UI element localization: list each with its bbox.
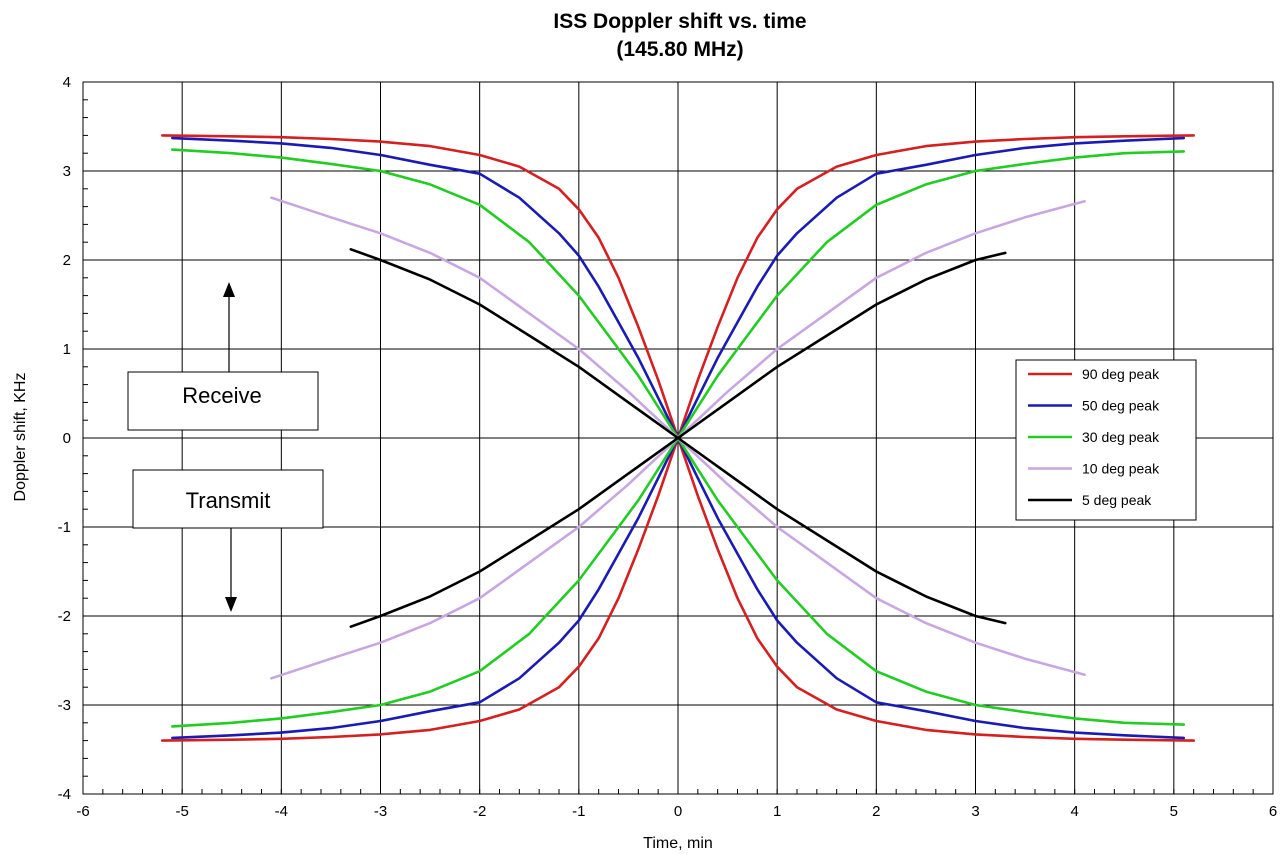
receive-label: Receive [182, 383, 261, 408]
x-tick-label: 6 [1269, 803, 1277, 820]
y-tick-label: 3 [63, 163, 71, 180]
receive-annotation: Receive [127, 282, 319, 431]
x-tick-label: -5 [175, 803, 188, 820]
chart-subtitle: (145.80 MHz) [616, 38, 743, 61]
tick-labels: -6 -5 -4 -3 -2 -1 0 1 2 3 4 5 6 -4 -3 -2 -1 0 1 2 3 4 [58, 74, 1278, 820]
x-tick-label: -4 [275, 803, 288, 820]
x-tick-label: 4 [1070, 803, 1078, 820]
transmit-label: Transmit [186, 488, 271, 513]
x-tick-label: -1 [572, 803, 585, 820]
legend-box [1015, 359, 1197, 521]
y-tick-label: -2 [58, 608, 71, 625]
y-tick-label: 4 [63, 74, 71, 91]
legend-label-30-deg-peak: 30 deg peak [1082, 429, 1160, 445]
y-tick-label: 1 [63, 341, 71, 358]
transmit-arrow-icon [225, 597, 237, 612]
y-tick-label: 2 [63, 252, 71, 269]
y-tick-label: -3 [58, 697, 71, 714]
x-tick-label: 3 [971, 803, 979, 820]
x-tick-label: 0 [674, 803, 682, 820]
chart-title: ISS Doppler shift vs. time [553, 10, 806, 33]
receive-arrow-icon [223, 282, 235, 297]
series-lines [161, 134, 1195, 742]
y-tick-label: -1 [58, 519, 71, 536]
x-tick-label: -3 [374, 803, 387, 820]
legend-label-10-deg-peak: 10 deg peak [1082, 461, 1160, 477]
series-5-deg-peak [349, 248, 1007, 628]
receive-box [127, 371, 319, 431]
x-axis-label: Time, min [643, 835, 713, 852]
legend-label-5-deg-peak: 5 deg peak [1082, 492, 1152, 508]
transmit-annotation: Transmit [132, 469, 324, 612]
legend: 90 deg peak 50 deg peak 30 deg peak 10 deg … [1015, 359, 1197, 521]
x-tick-label: 2 [872, 803, 880, 820]
y-tick-label: 0 [63, 430, 71, 447]
x-tick-label: 1 [773, 803, 781, 820]
transmit-box [132, 469, 324, 529]
legend-label-50-deg-peak: 50 deg peak [1082, 398, 1160, 414]
x-tick-label: -2 [473, 803, 486, 820]
x-tick-label: -6 [76, 803, 89, 820]
series-line-5-deg-peak-rising [349, 251, 1007, 628]
y-tick-label: -4 [58, 786, 71, 803]
legend-label-90-deg-peak: 90 deg peak [1082, 366, 1160, 382]
legend-items: 90 deg peak 50 deg peak 30 deg peak 10 deg … [1028, 366, 1160, 508]
y-axis-label: Doppler shift, KHz [12, 373, 29, 502]
x-tick-label: 5 [1170, 803, 1178, 820]
